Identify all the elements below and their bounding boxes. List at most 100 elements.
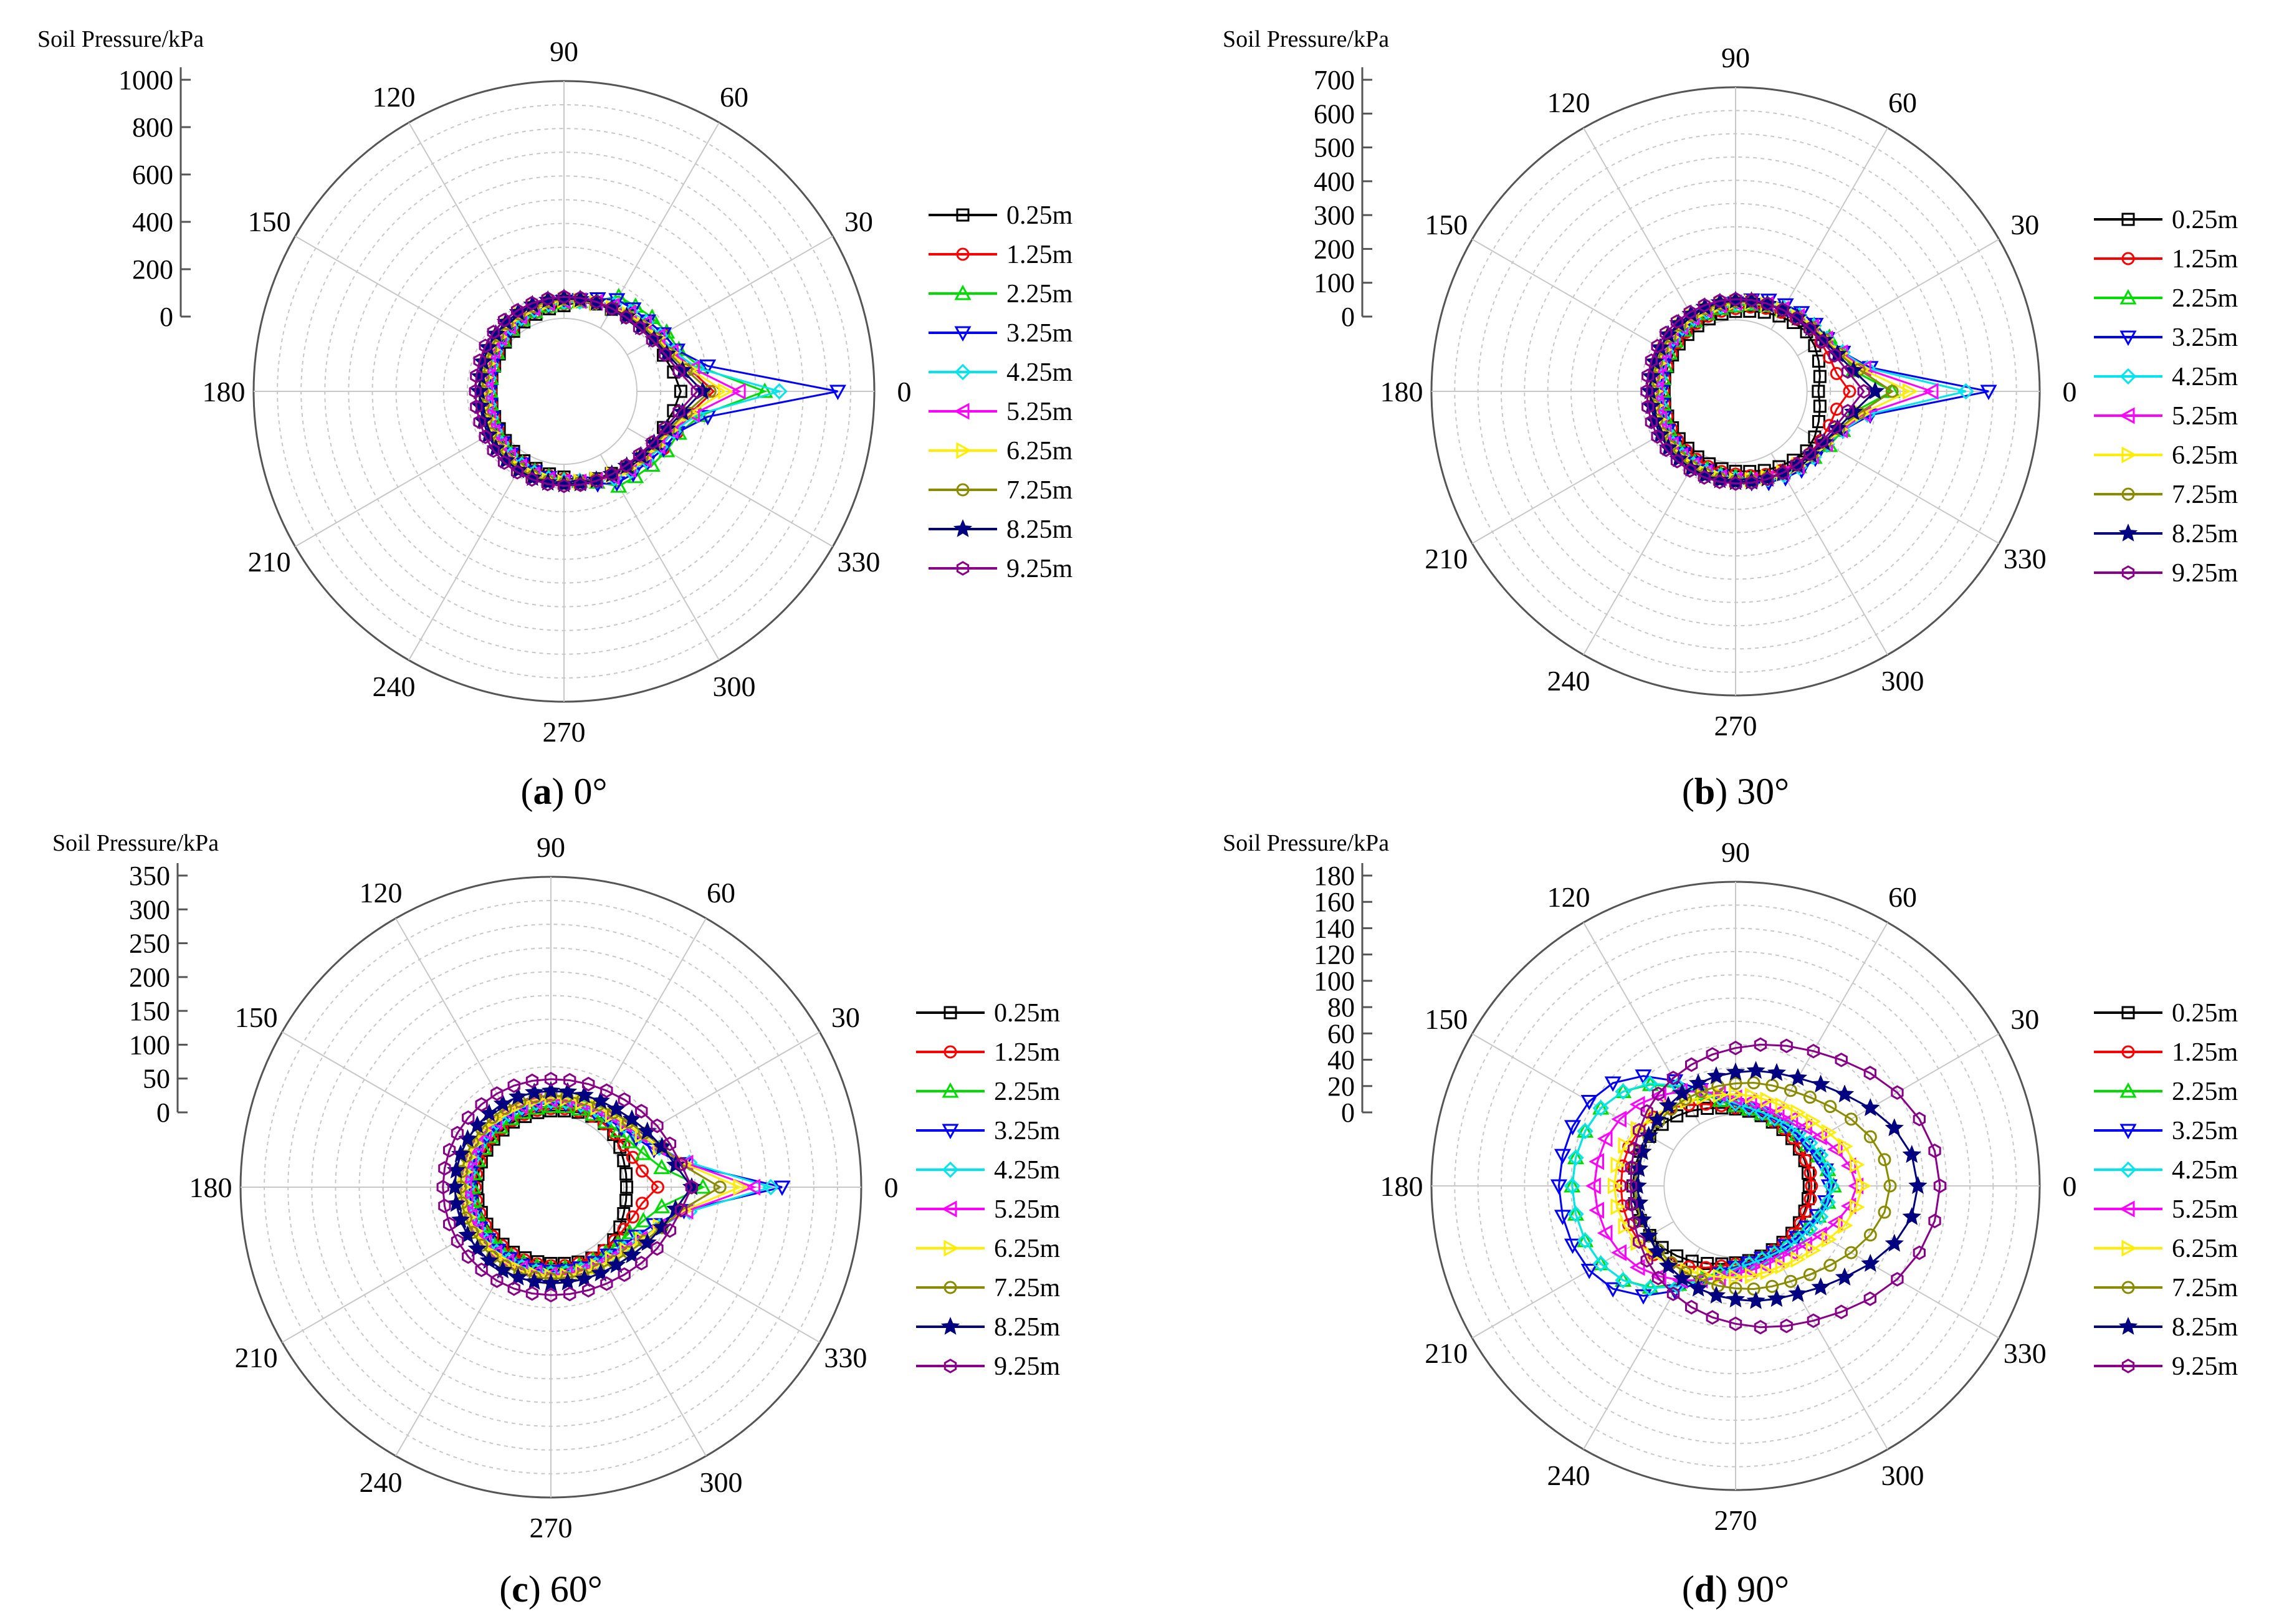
legend-label: 3.25m [1006, 319, 1073, 348]
legend-marker [956, 442, 972, 459]
data-point [1823, 1100, 1837, 1114]
data-point [730, 383, 746, 400]
angle-label: 240 [360, 1466, 403, 1498]
legend-marker [2121, 213, 2135, 226]
data-point [1640, 1253, 1653, 1268]
legend-label: 2.25m [2172, 284, 2238, 313]
legend-marker [942, 1161, 959, 1178]
data-point [509, 1267, 528, 1286]
data-point [1885, 1118, 1904, 1137]
angle-label: 180 [1380, 1170, 1423, 1202]
data-point [445, 1177, 464, 1195]
data-point [1645, 353, 1658, 368]
data-point [443, 1216, 456, 1232]
data-point [1928, 1213, 1941, 1229]
angle-label: 30 [844, 206, 873, 237]
data-point [493, 1260, 513, 1279]
angle-label: 300 [713, 671, 756, 702]
caption-letter: c [512, 1569, 528, 1610]
radial-tick-label: 100 [1314, 268, 1355, 299]
data-point [1928, 1143, 1941, 1158]
data-point [1640, 384, 1653, 399]
panel-caption: (d) 90° [1682, 1569, 1789, 1610]
data-point [608, 293, 626, 309]
data-point [1627, 1215, 1641, 1231]
data-point [438, 1198, 451, 1213]
legend-label: 4.25m [2172, 363, 2238, 391]
data-point [659, 347, 672, 362]
legend-marker [2119, 1200, 2135, 1218]
data-point [490, 1086, 504, 1101]
data-point [1588, 1201, 1605, 1219]
legend-label: 6.25m [2172, 1235, 2238, 1263]
data-point [659, 421, 672, 436]
data-point [1647, 1110, 1667, 1129]
data-point [1592, 1255, 1609, 1273]
radial-axis-title: Soil Pressure/kPa [52, 830, 219, 856]
data-point [525, 295, 538, 311]
radial-tick-label: 20 [1327, 1071, 1355, 1102]
panel-caption: (c) 60° [499, 1569, 603, 1610]
angle-label: 60 [707, 877, 735, 909]
data-point [1629, 1259, 1645, 1276]
data-point [1651, 338, 1664, 354]
data-point [606, 1099, 626, 1117]
data-point [1564, 1120, 1582, 1135]
data-point [672, 363, 686, 379]
legend-entry: 2.25m [916, 1077, 1061, 1106]
caption-angle: 90° [1727, 1569, 1789, 1610]
data-point [525, 1073, 539, 1089]
legend-marker [2121, 1006, 2135, 1020]
legend-marker [944, 1239, 960, 1257]
radial-tick-label: 800 [132, 112, 173, 143]
data-point [1629, 1096, 1645, 1113]
data-point [1611, 1244, 1627, 1261]
data-point [636, 1164, 649, 1178]
radial-tick-label: 400 [132, 207, 173, 237]
polar-spoke [586, 1249, 707, 1456]
legend-marker [944, 1281, 957, 1294]
data-point [713, 1180, 727, 1194]
data-point [1815, 334, 1828, 349]
legend-label: 5.25m [2172, 1195, 2238, 1224]
data-point [1790, 1251, 1806, 1268]
legend-entry: 9.25m [2094, 559, 2238, 588]
data-point [563, 1072, 576, 1088]
data-point [1903, 383, 1918, 400]
legend-entry: 0.25m [2094, 206, 2238, 234]
data-point [653, 1158, 671, 1175]
data-point [446, 1193, 466, 1212]
data-point [1627, 1141, 1641, 1157]
data-point [605, 301, 618, 316]
data-point [1775, 1258, 1791, 1275]
legend-marker [2121, 446, 2138, 464]
angle-label: 30 [2010, 209, 2039, 241]
legend-label: 7.25m [1006, 476, 1073, 505]
legend-label: 9.25m [2172, 1352, 2238, 1381]
angle-label: 300 [1881, 1459, 1924, 1491]
angle-label: 330 [2004, 1337, 2047, 1369]
data-point [1784, 1084, 1797, 1097]
legend-label: 0.25m [2172, 999, 2238, 1028]
radial-tick-label: 0 [156, 1097, 170, 1128]
radial-tick-label: 100 [1314, 966, 1355, 996]
legend-marker [2121, 1281, 2135, 1294]
legend-marker [954, 326, 972, 342]
legend-entry: 3.25m [929, 319, 1073, 348]
data-point [1807, 1313, 1820, 1329]
data-point [619, 1167, 633, 1181]
caption-angle: 60° [541, 1569, 603, 1610]
legend-marker [942, 1082, 959, 1098]
angle-label: 210 [1425, 543, 1468, 575]
data-point [1845, 1246, 1858, 1259]
data-point [1813, 399, 1827, 413]
data-point [1838, 1137, 1853, 1155]
data-point [1607, 1177, 1623, 1195]
data-point [1754, 1319, 1767, 1335]
radial-tick-label: 300 [129, 894, 170, 925]
data-point [652, 1137, 672, 1155]
radial-axis-title: Soil Pressure/kPa [37, 26, 204, 52]
data-point [1845, 1112, 1858, 1126]
data-point [1784, 1274, 1797, 1288]
data-point [1747, 1282, 1760, 1296]
